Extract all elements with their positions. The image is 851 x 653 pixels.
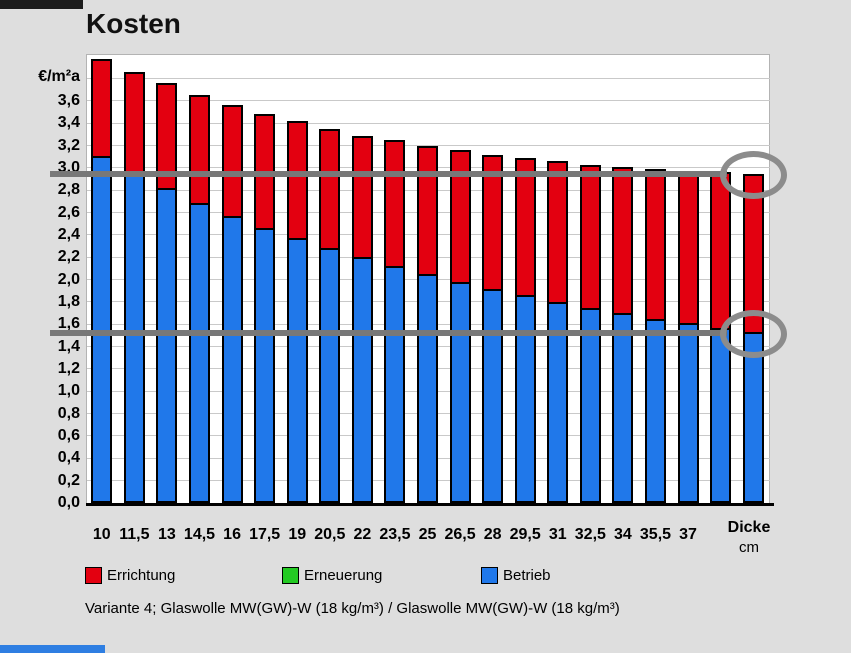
y-tick-label: 3,2 [57, 136, 80, 154]
y-tick-label: 1,8 [57, 292, 80, 310]
gridline [87, 122, 770, 124]
y-tick-label: 1,4 [57, 337, 80, 355]
top-left-strip [0, 0, 83, 9]
y-tick-label: 0,6 [57, 426, 80, 444]
y-tick-label: 2,0 [57, 270, 80, 288]
bar-segment-errichtung [286, 121, 308, 239]
gridline [87, 78, 770, 80]
legend-swatch-erneuerung [282, 567, 299, 584]
bar-segment-betrieb [514, 295, 536, 503]
y-tick-label: 3,4 [57, 114, 80, 132]
bar-segment-errichtung [384, 140, 406, 267]
highlight-circle [720, 150, 788, 199]
x-axis-line [86, 503, 774, 506]
legend-swatch-betrieb [481, 567, 498, 584]
x-tick-label: 14,5 [183, 526, 216, 543]
y-tick-label: 1,6 [57, 315, 80, 333]
bar-segment-errichtung [417, 145, 438, 275]
bar-segment-errichtung [156, 83, 178, 189]
bar-segment-errichtung [677, 171, 699, 324]
bar-segment-betrieb [221, 216, 243, 503]
bar-segment-errichtung [189, 95, 210, 203]
y-tick-label: 1,0 [57, 382, 80, 400]
bar-segment-errichtung [482, 154, 504, 289]
bar-segment-errichtung [449, 150, 471, 282]
bar-segment-betrieb [644, 318, 666, 503]
bar-segment-betrieb [677, 323, 699, 503]
x-tick-label: 22 [353, 526, 372, 543]
y-tick-label: 1,2 [57, 359, 80, 377]
chart-title: Kosten [86, 8, 181, 39]
bar-segment-errichtung [319, 128, 341, 249]
y-tick-label: 0,0 [57, 494, 80, 511]
legend-label-betrieb: Betrieb [503, 567, 551, 584]
gridline [87, 100, 770, 102]
x-tick-label: 31 [548, 526, 567, 543]
bar-segment-betrieb [351, 257, 373, 503]
y-tick-label: 0,2 [57, 471, 80, 489]
y-tick-label: 2,2 [57, 248, 80, 266]
y-tick-label: 2,6 [57, 203, 80, 221]
bar-segment-betrieb [254, 228, 276, 503]
x-tick-label: 16 [223, 526, 241, 543]
threshold-line [50, 170, 727, 177]
x-tick-label: 23,5 [379, 526, 411, 543]
bar-segment-errichtung [123, 71, 145, 175]
x-tick-label: 25 [418, 526, 437, 543]
legend-label-erneuerung: Erneuerung [304, 567, 383, 584]
x-tick-label: 11,5 [119, 526, 150, 543]
x-tick-label: 17,5 [249, 526, 281, 543]
x-tick-label: 19 [288, 526, 307, 543]
bar-segment-betrieb [710, 327, 732, 503]
legend-swatch-errichtung [85, 567, 102, 584]
x-tick-label: 13 [158, 526, 176, 543]
chart-caption: Variante 4; Glaswolle MW(GW)-W (18 kg/m³… [85, 600, 620, 617]
x-tick-label: 35,5 [639, 526, 672, 543]
bar-segment-betrieb [579, 307, 601, 503]
bar-segment-betrieb [156, 188, 178, 503]
bar-segment-betrieb [417, 274, 438, 503]
bar-segment-betrieb [449, 281, 471, 503]
bar-segment-errichtung [579, 164, 601, 308]
bottom-left-strip [0, 645, 105, 653]
bar-segment-errichtung [91, 58, 113, 156]
threshold-line [50, 330, 727, 337]
y-tick-label: 3,6 [57, 91, 80, 109]
bar-segment-betrieb [482, 288, 504, 503]
bar-segment-betrieb [384, 266, 406, 503]
x-tick-label: 26,5 [444, 526, 476, 543]
x-axis-unit: cm [739, 539, 759, 556]
bar-segment-errichtung [612, 166, 634, 314]
bar-segment-errichtung [351, 135, 373, 258]
bar-segment-betrieb [91, 155, 113, 503]
bar-segment-errichtung [514, 157, 536, 296]
bar-segment-errichtung [547, 161, 569, 302]
x-tick-label: 20,5 [314, 526, 346, 543]
x-tick-label: 28 [483, 526, 502, 543]
y-tick-label: 2,4 [57, 225, 80, 243]
x-tick-label: 29,5 [509, 526, 541, 543]
x-tick-label: 10 [92, 526, 111, 543]
bar-segment-betrieb [612, 313, 634, 503]
bar-segment-errichtung [644, 169, 666, 319]
x-axis-title: Dicke [727, 519, 771, 536]
y-axis-unit-label: €/m²a [38, 68, 80, 85]
y-tick-label: 0,8 [57, 404, 80, 422]
y-tick-label: 2,8 [57, 181, 80, 199]
bar-segment-betrieb [189, 202, 210, 503]
x-tick-label: 37 [679, 526, 697, 543]
bar-segment-betrieb [319, 248, 341, 503]
bar-segment-betrieb [286, 238, 308, 503]
bar-segment-betrieb [547, 301, 569, 503]
bar-segment-betrieb [123, 174, 145, 503]
bar-segment-errichtung [710, 172, 732, 328]
x-tick-label: 32,5 [574, 526, 606, 543]
y-tick-label: 0,4 [57, 449, 80, 467]
bar-segment-errichtung [221, 105, 243, 216]
legend-label-errichtung: Errichtung [107, 567, 176, 584]
highlight-circle [720, 310, 788, 359]
x-tick-label: 34 [614, 526, 632, 543]
